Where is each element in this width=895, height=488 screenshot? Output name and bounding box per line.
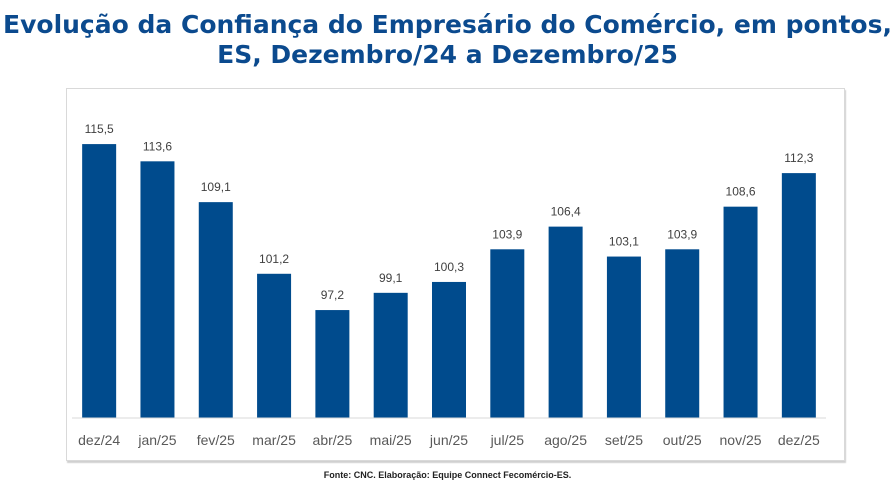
- x-tick-label: ago/25: [544, 432, 587, 448]
- chart-title: Evolução da Confiança do Empresário do C…: [0, 10, 895, 70]
- x-tick-label: nov/25: [720, 432, 762, 448]
- bar-abr-25: [315, 310, 350, 418]
- x-tick-label: fev/25: [197, 432, 235, 448]
- value-label: 112,3: [784, 151, 813, 165]
- value-label: 109,1: [201, 180, 231, 194]
- x-tick-labels-group: dez/24 jan/25 fev/25 mar/25 abr/25 mai/25 jun/…: [78, 432, 820, 448]
- value-label: 106,4: [551, 205, 581, 219]
- value-label: 115,5: [85, 122, 114, 136]
- x-tick-label: jul/25: [490, 432, 525, 448]
- x-tick-label: dez/24: [78, 432, 120, 448]
- value-label: 103,1: [609, 235, 639, 249]
- bars-group: [82, 144, 816, 418]
- value-label: 100,3: [434, 260, 464, 274]
- value-label: 103,9: [667, 227, 697, 241]
- bar-nov-25: [723, 206, 758, 418]
- value-label: 101,2: [259, 252, 289, 266]
- value-label: 99,1: [379, 271, 403, 285]
- bar-jun-25: [432, 281, 466, 418]
- chart-title-line-2: ES, Dezembro/24 a Dezembro/25: [217, 40, 678, 69]
- bar-mar-25: [257, 273, 292, 418]
- source-note: Fonte: CNC. Elaboração: Equipe Connect F…: [323, 470, 572, 480]
- bar-dez-24: [82, 144, 117, 418]
- value-label: 113,6: [143, 139, 172, 153]
- value-label: 103,9: [492, 227, 522, 241]
- bar-dez-25: [781, 173, 816, 418]
- x-tick-label: out/25: [663, 432, 702, 448]
- chart-title-line-1: Evolução da Confiança do Empresário do C…: [3, 10, 892, 39]
- bar-out-25: [665, 249, 700, 418]
- x-tick-label: mai/25: [370, 432, 412, 448]
- bar-jul-25: [490, 249, 525, 418]
- value-labels-group: 115,5 113,6 109,1 101,2 97,2 99,1 100,3 103,9 10…: [85, 122, 814, 302]
- bar-fev-25: [198, 202, 233, 418]
- x-tick-label: dez/25: [778, 432, 820, 448]
- bar-ago-25: [548, 226, 583, 418]
- x-tick-label: jan/25: [137, 432, 176, 448]
- bar-jan-25: [140, 161, 175, 418]
- value-label: 108,6: [726, 185, 756, 199]
- x-tick-label: abr/25: [313, 432, 353, 448]
- bar-set-25: [606, 256, 641, 418]
- value-label: 97,2: [321, 288, 345, 302]
- x-tick-label: set/25: [605, 432, 643, 448]
- x-tick-label: mar/25: [252, 432, 296, 448]
- bar-mai-25: [373, 292, 408, 418]
- x-tick-label: jun/25: [429, 432, 468, 448]
